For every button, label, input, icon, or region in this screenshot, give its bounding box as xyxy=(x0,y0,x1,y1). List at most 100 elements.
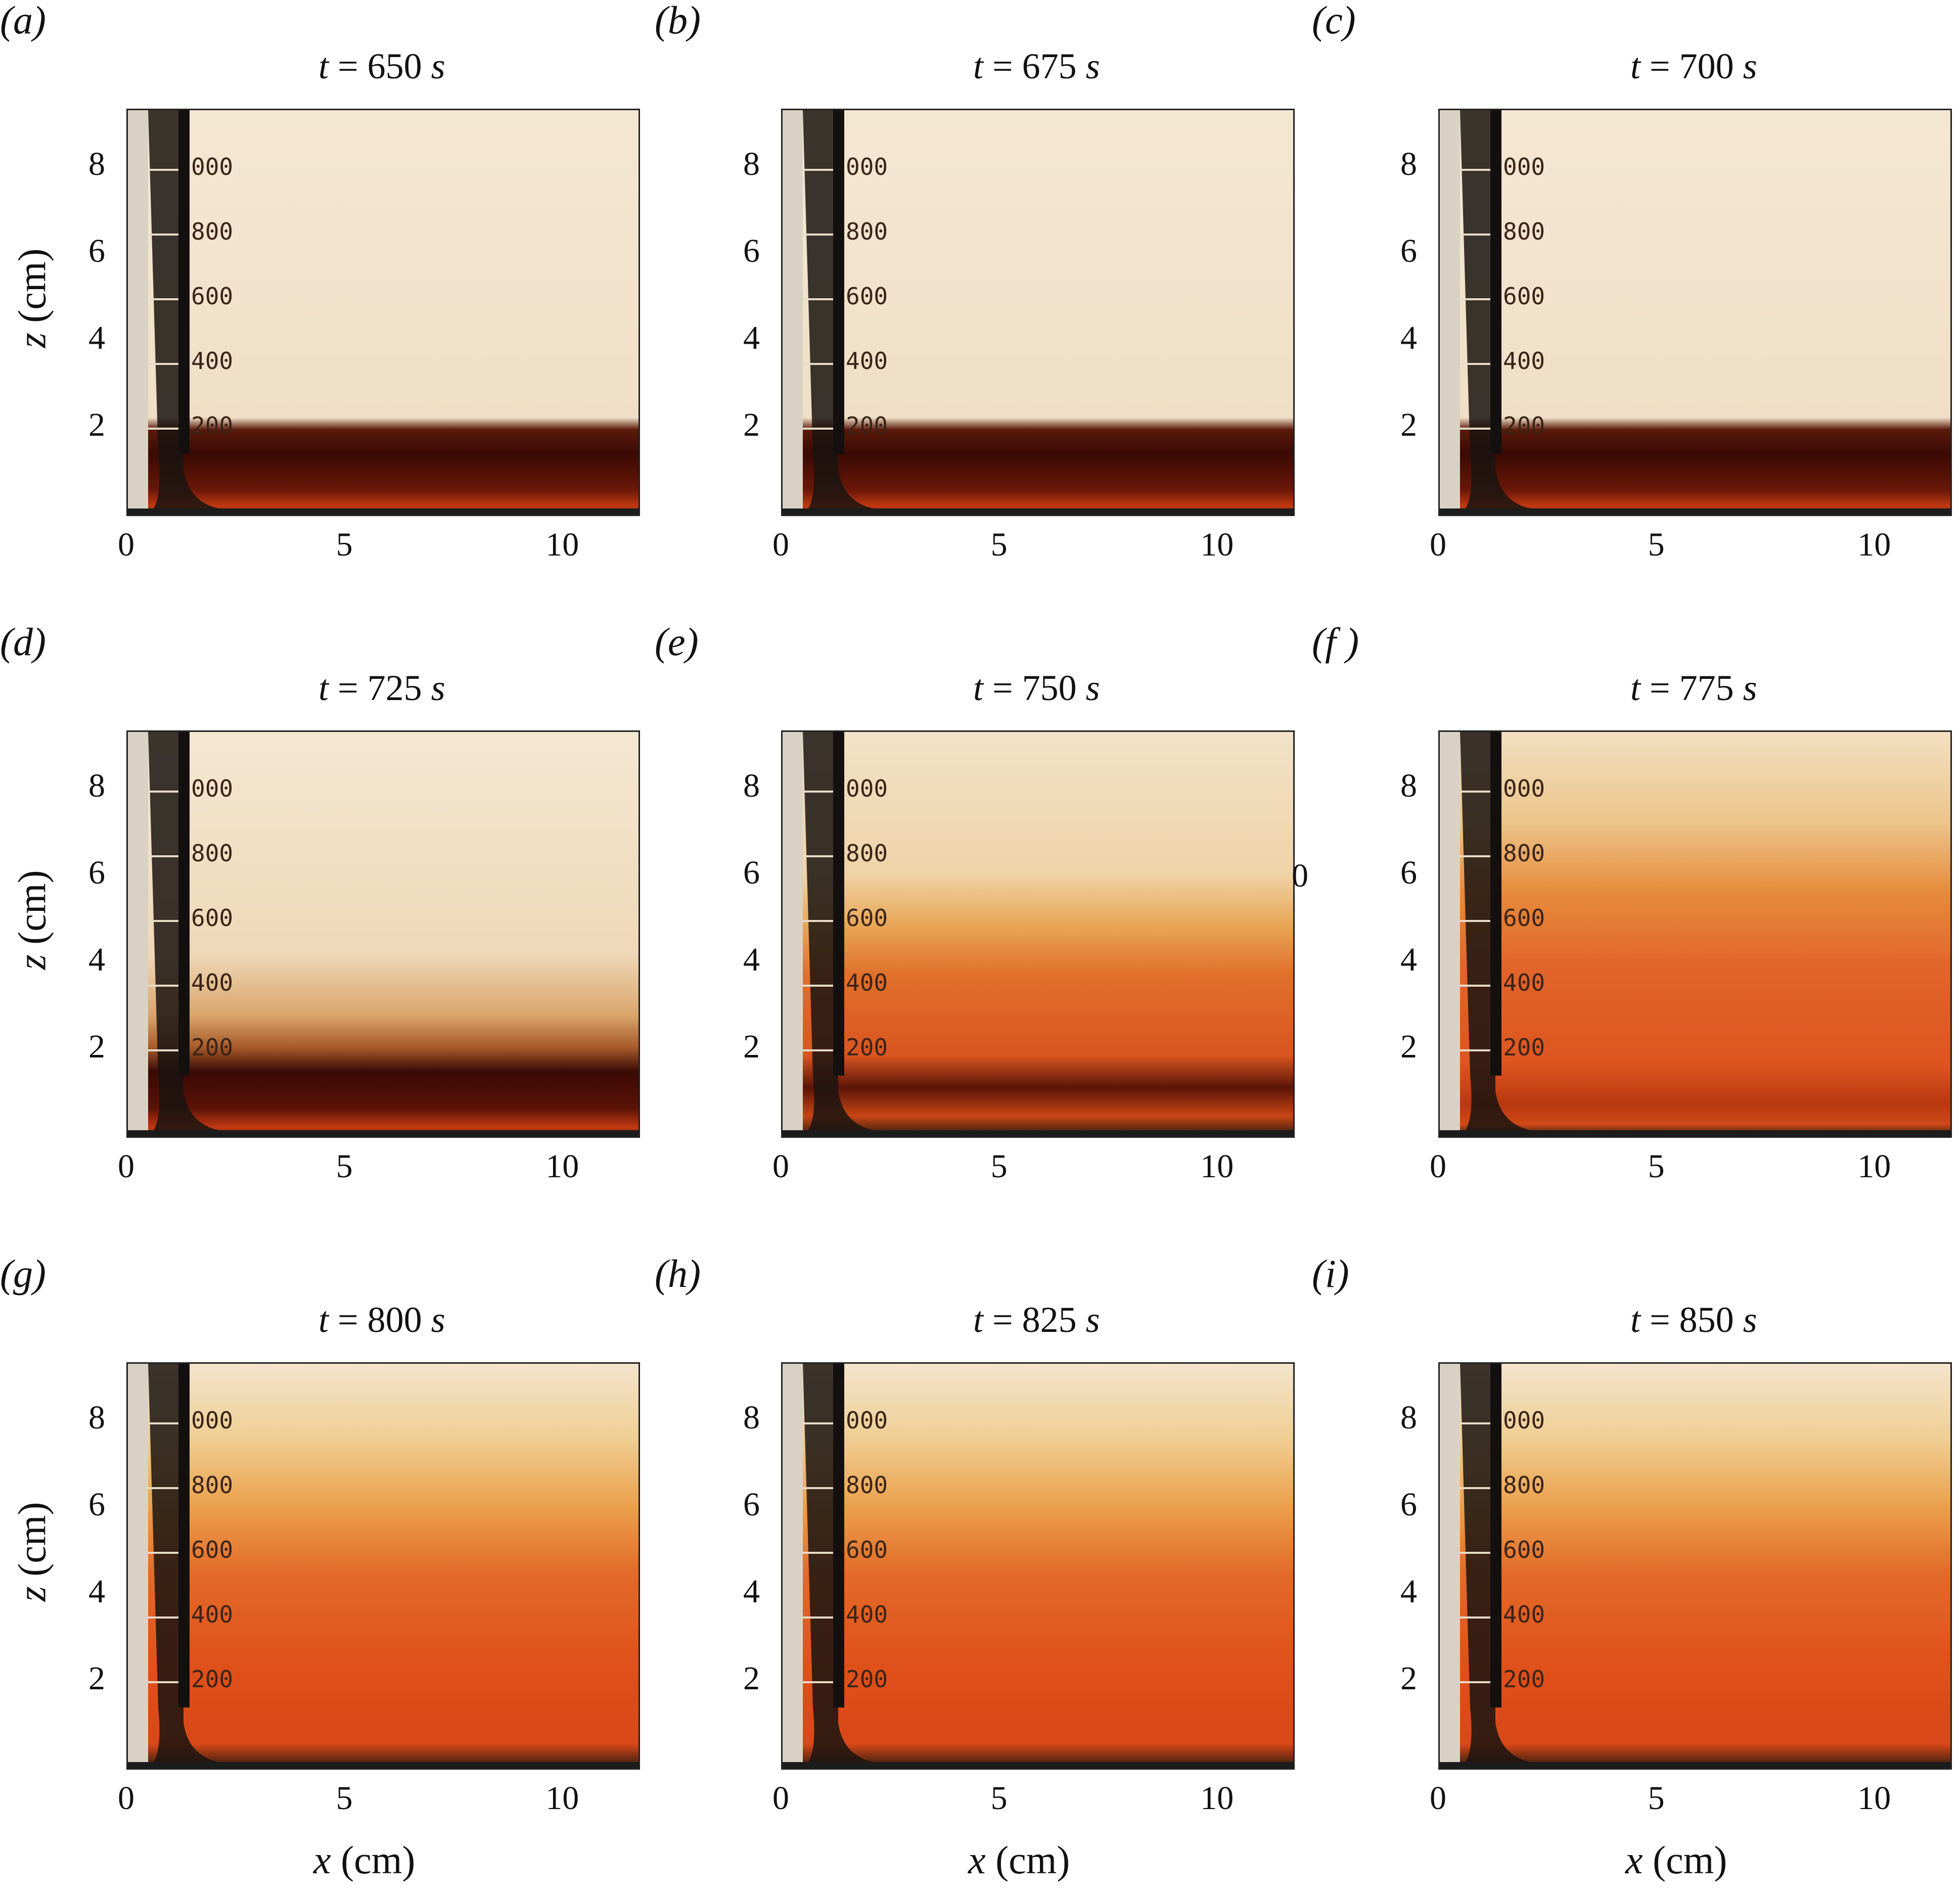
scale-rod xyxy=(833,1364,844,1707)
panel-label: (a) xyxy=(0,0,46,42)
title-time-unit: s xyxy=(1085,1300,1100,1340)
panel-title: t = 850 s xyxy=(1630,1299,1757,1341)
title-time-symbol: t xyxy=(318,1300,329,1340)
x-tick-label: 0 xyxy=(118,526,134,563)
x-tick-label: 5 xyxy=(990,1148,1008,1185)
title-time-unit: s xyxy=(431,1300,445,1340)
beaker-scale-label: 200 xyxy=(1503,412,1545,439)
x-tick-label: 10 xyxy=(1857,1780,1891,1817)
y-tick-label: 2 xyxy=(1400,406,1417,443)
x-tick-label: 5 xyxy=(1648,1148,1665,1185)
beaker-scale-label: 000 xyxy=(1503,1407,1545,1434)
y-tick-label: 4 xyxy=(743,941,760,978)
beaker-scale-label: 000 xyxy=(191,153,233,180)
x-axis-var: x xyxy=(1625,1838,1643,1882)
panel-label: (h) xyxy=(655,1252,701,1296)
title-time-symbol: t xyxy=(318,46,329,86)
figure-panel: (e) t = 750 s 200 400 600 800 000 0 5 10 2 4 6 8 0 xyxy=(655,620,1308,1238)
background-strip xyxy=(783,1364,803,1768)
tank-photo xyxy=(783,110,1293,515)
beaker-scale-label: 000 xyxy=(1503,775,1545,802)
beaker-wall: 200 400 600 800 000 xyxy=(783,1364,1293,1768)
title-time-symbol: t xyxy=(318,668,329,708)
x-tick-label: 5 xyxy=(336,1148,353,1185)
x-tick-label: 0 xyxy=(1430,526,1446,563)
y-tick-label: 4 xyxy=(88,941,105,978)
title-time-unit: s xyxy=(1743,668,1757,708)
title-time-value: = 750 xyxy=(983,668,1086,708)
panel-label: (d) xyxy=(0,620,46,664)
panel-title: t = 725 s xyxy=(318,667,445,709)
y-tick-label: 2 xyxy=(88,406,105,443)
y-tick-label: 6 xyxy=(88,1486,105,1523)
y-axis-var: z xyxy=(10,1586,54,1602)
beaker-scale-label: 800 xyxy=(1503,1471,1545,1499)
beaker-scale-label: 200 xyxy=(191,412,233,439)
y-tick-label: 8 xyxy=(1400,1399,1417,1436)
beaker-scale-label: 200 xyxy=(191,1034,233,1061)
y-tick-label: 2 xyxy=(743,1028,760,1065)
x-tick-label: 0 xyxy=(118,1148,134,1185)
beaker-scale-label: 800 xyxy=(1503,840,1545,867)
beaker-wall: 200 400 600 800 000 xyxy=(128,110,639,515)
y-tick-label: 6 xyxy=(1400,232,1417,269)
x-axis-unit: (cm) xyxy=(331,1838,416,1882)
title-time-unit: s xyxy=(1085,668,1100,708)
panel-title: t = 700 s xyxy=(1630,45,1757,87)
panel-title: t = 650 s xyxy=(318,45,445,87)
beaker-scale-label: 200 xyxy=(846,1666,888,1693)
x-tick-label: 0 xyxy=(772,1148,789,1185)
y-axis-label: z (cm) xyxy=(10,870,55,969)
photo-frame: 200 400 600 800 000 xyxy=(1438,730,1952,1138)
title-time-value: = 825 xyxy=(983,1300,1086,1340)
tank-floor xyxy=(128,1762,639,1768)
beaker-wall: 200 400 600 800 000 xyxy=(783,732,1293,1136)
beaker-wall: 200 400 600 800 000 xyxy=(1440,110,1950,515)
beaker-scale-label: 200 xyxy=(846,1034,888,1061)
figure-panel: (i) t = 850 s 200 400 600 800 000 0 5 10 2 4 6 8 x (cm… xyxy=(1312,1252,1954,1882)
beaker-scale-label: 400 xyxy=(1503,347,1545,375)
beaker-wall: 200 400 600 800 000 xyxy=(1440,1364,1950,1768)
tank-photo xyxy=(783,732,1293,1136)
y-tick-label: 4 xyxy=(743,319,760,356)
beaker-scale-label: 600 xyxy=(1503,283,1545,310)
background-strip xyxy=(128,110,148,515)
beaker-scale-label: 800 xyxy=(191,1471,233,1499)
x-tick-label: 5 xyxy=(1648,1780,1665,1817)
background-strip xyxy=(1440,1364,1460,1768)
y-axis-label: z (cm) xyxy=(10,1502,55,1601)
beaker-scale-label: 600 xyxy=(846,1536,888,1563)
beaker-scale-label: 600 xyxy=(191,283,233,310)
y-tick-label: 4 xyxy=(1400,319,1417,356)
tank-floor xyxy=(128,509,639,515)
scale-rod xyxy=(178,110,190,454)
beaker-scale-label: 600 xyxy=(191,904,233,932)
panel-label: (i) xyxy=(1312,1252,1349,1296)
scale-rod xyxy=(178,732,190,1076)
title-time-value: = 650 xyxy=(329,46,431,86)
photo-frame: 200 400 600 800 000 xyxy=(1438,109,1952,516)
beaker-scale-label: 600 xyxy=(191,1536,233,1563)
y-axis-var: z xyxy=(10,333,54,348)
beaker-scale-label: 600 xyxy=(846,904,888,932)
beaker-scale-label: 000 xyxy=(191,775,233,802)
glass-wall xyxy=(148,110,224,515)
title-time-unit: s xyxy=(1743,46,1757,86)
title-time-value: = 800 xyxy=(329,1300,431,1340)
y-tick-label: 6 xyxy=(743,232,760,269)
tank-floor xyxy=(783,1130,1293,1136)
x-axis-label: x (cm) xyxy=(313,1837,415,1883)
y-tick-label: 6 xyxy=(1400,854,1417,891)
background-strip xyxy=(128,732,148,1136)
x-tick-label: 5 xyxy=(1648,526,1665,563)
title-time-symbol: t xyxy=(973,668,984,708)
tank-floor xyxy=(1440,509,1950,515)
beaker-scale-label: 800 xyxy=(191,840,233,867)
x-axis-var: x xyxy=(313,1838,331,1882)
beaker-scale-label: 800 xyxy=(191,218,233,245)
tank-photo xyxy=(783,1364,1293,1768)
glass-wall xyxy=(803,110,879,515)
x-axis-label: x (cm) xyxy=(1625,1837,1727,1883)
scale-rod xyxy=(1490,110,1501,454)
title-time-symbol: t xyxy=(1630,1300,1641,1340)
